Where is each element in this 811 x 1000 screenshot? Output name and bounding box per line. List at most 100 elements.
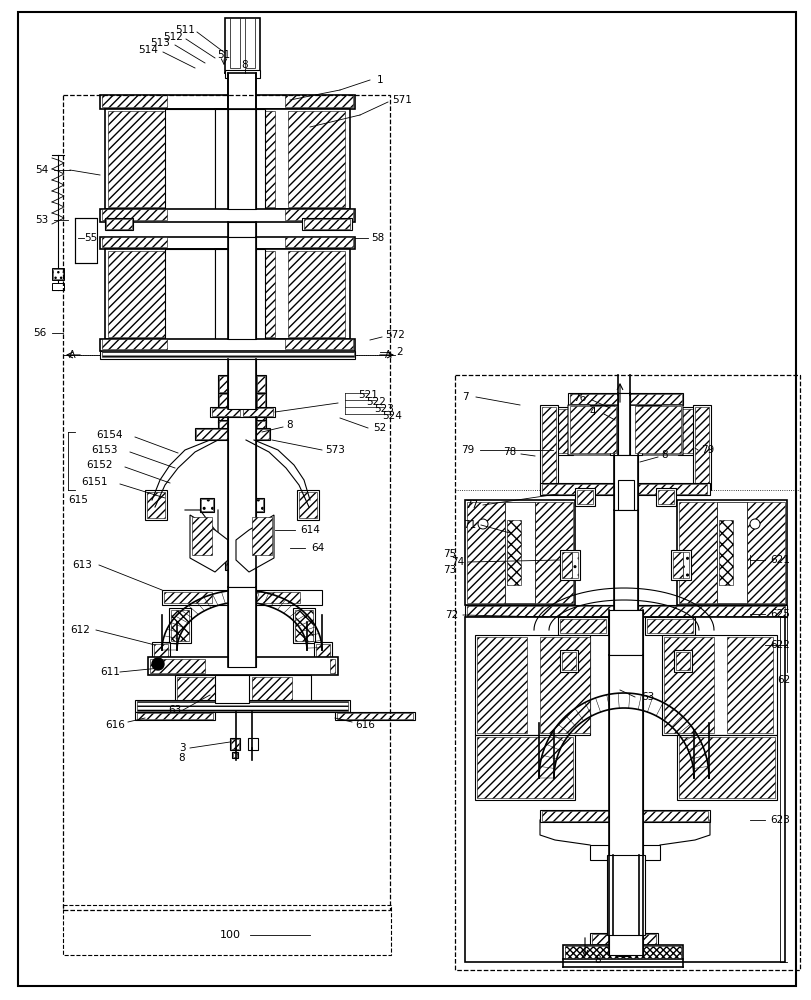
Text: 612: 612 bbox=[70, 625, 90, 635]
Text: 2: 2 bbox=[397, 347, 403, 357]
Bar bbox=[225, 541, 238, 569]
Text: 76: 76 bbox=[573, 393, 586, 403]
Bar bbox=[663, 637, 713, 733]
Text: 614: 614 bbox=[300, 525, 320, 535]
Bar bbox=[145, 490, 167, 520]
Bar bbox=[678, 502, 716, 603]
Bar bbox=[228, 587, 255, 667]
Bar bbox=[302, 218, 351, 230]
Text: 8: 8 bbox=[242, 60, 248, 70]
Text: 8: 8 bbox=[286, 420, 293, 430]
Bar bbox=[230, 18, 240, 68]
Text: 522: 522 bbox=[366, 397, 385, 407]
Text: 54: 54 bbox=[36, 165, 49, 175]
Bar bbox=[225, 18, 260, 73]
Bar bbox=[257, 376, 264, 392]
Bar bbox=[617, 947, 629, 956]
Bar bbox=[297, 490, 319, 520]
Bar bbox=[250, 498, 264, 512]
Text: A: A bbox=[384, 350, 391, 360]
Bar bbox=[201, 499, 212, 511]
Bar bbox=[100, 209, 354, 222]
Bar bbox=[75, 218, 97, 263]
Text: 611: 611 bbox=[100, 667, 120, 677]
Bar bbox=[232, 752, 238, 758]
Bar bbox=[212, 408, 240, 416]
Text: 511: 511 bbox=[175, 25, 195, 35]
Bar bbox=[560, 550, 579, 580]
Text: 6152: 6152 bbox=[87, 460, 113, 470]
Bar bbox=[217, 251, 275, 337]
Bar bbox=[561, 652, 575, 670]
Bar bbox=[215, 675, 249, 703]
Text: 513: 513 bbox=[150, 38, 169, 48]
Text: 63: 63 bbox=[641, 692, 654, 702]
Bar bbox=[233, 222, 241, 230]
Bar bbox=[617, 480, 633, 510]
Bar bbox=[293, 608, 315, 643]
Bar bbox=[215, 249, 264, 339]
Bar bbox=[591, 934, 655, 944]
Bar bbox=[315, 644, 329, 660]
Polygon shape bbox=[629, 405, 682, 455]
Text: 616: 616 bbox=[354, 720, 375, 730]
Text: 521: 521 bbox=[358, 390, 377, 400]
Text: 3: 3 bbox=[178, 743, 185, 753]
Bar bbox=[577, 490, 592, 504]
Bar bbox=[247, 222, 255, 230]
Text: 621: 621 bbox=[769, 555, 789, 565]
Text: 58: 58 bbox=[371, 233, 384, 243]
Bar bbox=[676, 735, 776, 800]
Bar bbox=[288, 111, 345, 207]
Text: 72: 72 bbox=[444, 610, 458, 620]
Bar bbox=[556, 409, 570, 453]
Bar bbox=[678, 737, 774, 798]
Text: 77: 77 bbox=[465, 500, 478, 510]
Bar bbox=[219, 376, 227, 392]
Bar bbox=[217, 393, 228, 423]
Bar bbox=[655, 488, 676, 506]
Bar bbox=[255, 375, 266, 393]
Bar bbox=[154, 644, 168, 660]
Bar bbox=[554, 407, 573, 455]
Bar bbox=[237, 429, 268, 439]
Bar bbox=[251, 517, 272, 555]
Text: 6154: 6154 bbox=[97, 430, 123, 440]
Circle shape bbox=[152, 658, 164, 670]
Bar bbox=[607, 855, 644, 935]
Polygon shape bbox=[190, 515, 228, 572]
Bar bbox=[541, 811, 707, 821]
Bar bbox=[135, 712, 215, 720]
Text: 4: 4 bbox=[589, 407, 595, 417]
Bar bbox=[52, 283, 64, 290]
Text: 514: 514 bbox=[138, 45, 158, 55]
Bar bbox=[255, 420, 266, 430]
Bar bbox=[285, 95, 353, 107]
Text: 62: 62 bbox=[776, 675, 790, 685]
Bar bbox=[638, 417, 646, 443]
Bar bbox=[219, 421, 227, 429]
Bar bbox=[661, 635, 776, 735]
Bar bbox=[335, 712, 414, 720]
Bar bbox=[294, 610, 312, 641]
Bar bbox=[692, 405, 710, 490]
Bar bbox=[63, 905, 391, 955]
Bar bbox=[618, 948, 629, 955]
Bar bbox=[337, 713, 413, 719]
Bar bbox=[152, 642, 169, 662]
Bar bbox=[137, 713, 212, 719]
Text: 79: 79 bbox=[701, 445, 714, 455]
Bar bbox=[100, 339, 354, 351]
Bar bbox=[673, 650, 691, 672]
Text: 622: 622 bbox=[769, 640, 789, 650]
Text: 79: 79 bbox=[461, 445, 474, 455]
Bar bbox=[233, 753, 237, 757]
Text: 63: 63 bbox=[168, 705, 182, 715]
Bar bbox=[676, 500, 786, 605]
Bar bbox=[228, 417, 255, 587]
Bar bbox=[476, 737, 573, 798]
Text: 53: 53 bbox=[36, 215, 49, 225]
Polygon shape bbox=[568, 405, 617, 455]
Bar bbox=[285, 237, 353, 247]
Bar bbox=[646, 619, 692, 633]
